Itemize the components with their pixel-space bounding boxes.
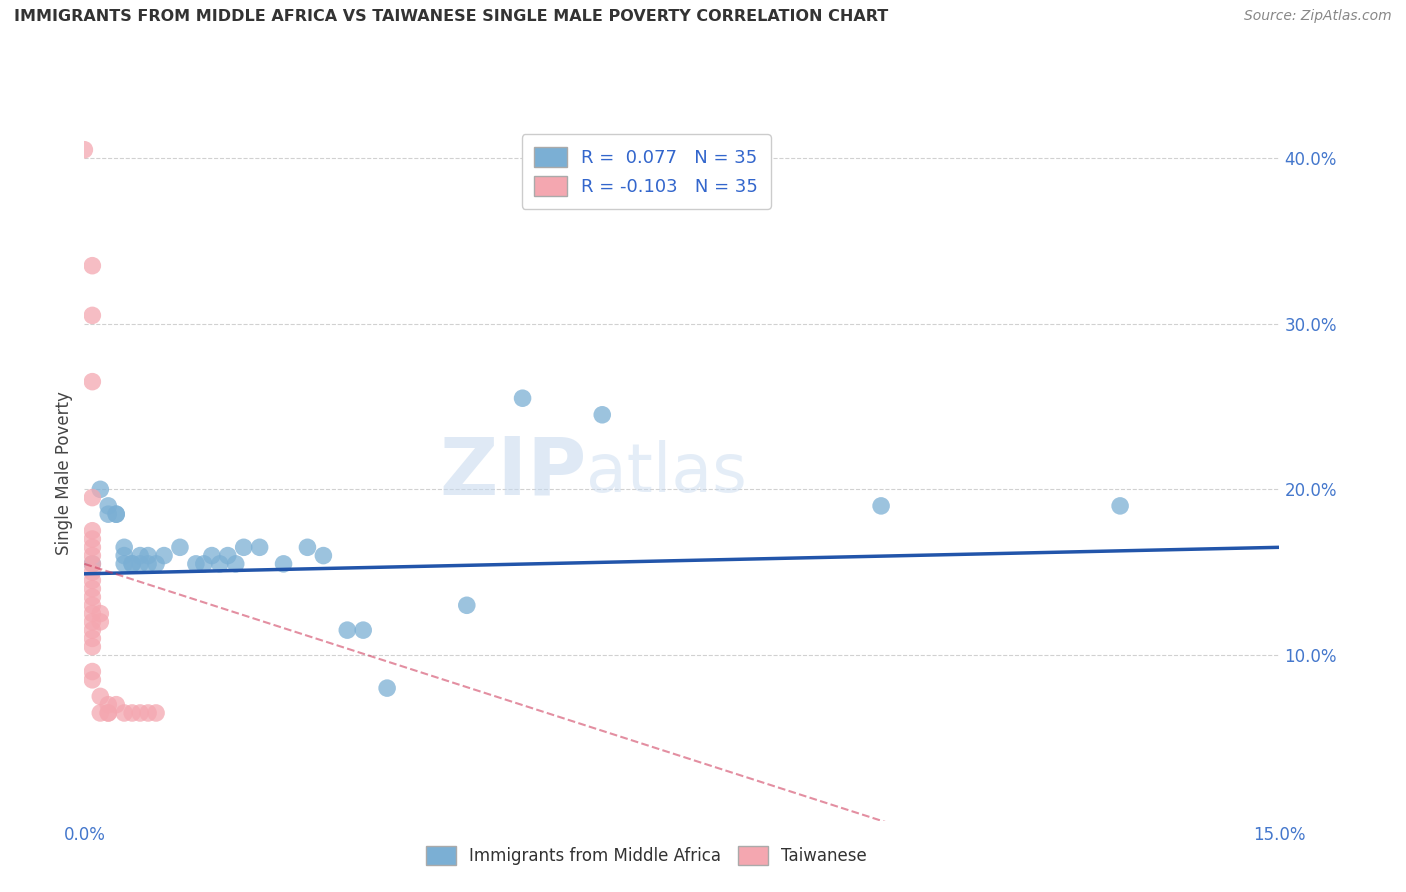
Point [136,557,159,571]
Point [89,483,111,497]
Point [82,375,104,389]
Point [129,706,152,720]
Point [352,623,374,637]
Point [82,574,104,588]
Point [82,549,104,563]
Point [82,557,104,571]
Point [82,599,104,613]
Point [89,690,111,704]
Point [145,706,167,720]
Point [82,673,104,687]
Point [121,557,143,571]
Point [336,623,359,637]
Point [89,607,111,621]
Point [82,565,104,579]
Point [193,557,215,571]
Point [105,507,128,521]
Point [105,507,128,521]
Point [97,698,120,712]
Point [97,706,120,720]
Point [112,541,135,555]
Text: IMMIGRANTS FROM MIDDLE AFRICA VS TAIWANESE SINGLE MALE POVERTY CORRELATION CHART: IMMIGRANTS FROM MIDDLE AFRICA VS TAIWANE… [14,9,889,24]
Point [82,491,104,505]
Point [201,549,224,563]
Point [136,549,159,563]
Point [184,557,207,571]
Point [136,706,159,720]
Point [82,541,104,555]
Point [82,259,104,273]
Point [82,632,104,646]
Point [312,549,335,563]
Point [82,615,104,629]
Point [82,665,104,679]
Point [512,391,534,405]
Point [591,408,613,422]
Point [121,557,143,571]
Point [89,615,111,629]
Point [145,557,167,571]
Text: ZIP: ZIP [439,434,586,512]
Point [112,557,135,571]
Point [249,541,271,555]
Y-axis label: Single Male Poverty: Single Male Poverty [55,391,73,555]
Point [232,541,254,555]
Point [112,549,135,563]
Legend: Immigrants from Middle Africa, Taiwanese: Immigrants from Middle Africa, Taiwanese [416,836,876,875]
Point [456,599,478,613]
Point [121,706,143,720]
Point [89,706,111,720]
Point [217,549,239,563]
Text: Source: ZipAtlas.com: Source: ZipAtlas.com [1244,9,1392,23]
Point [153,549,176,563]
Point [97,706,120,720]
Point [870,499,893,513]
Point [1109,499,1132,513]
Point [97,507,120,521]
Point [82,557,104,571]
Point [297,541,319,555]
Text: atlas: atlas [586,440,747,506]
Point [73,143,96,157]
Point [225,557,247,571]
Point [105,698,128,712]
Point [82,590,104,604]
Point [82,309,104,323]
Point [97,499,120,513]
Point [82,582,104,596]
Point [273,557,295,571]
Point [82,623,104,637]
Point [82,640,104,654]
Point [82,524,104,538]
Point [82,607,104,621]
Point [129,549,152,563]
Point [375,681,398,695]
Point [208,557,231,571]
Point [129,557,152,571]
Point [112,706,135,720]
Point [169,541,191,555]
Point [82,532,104,546]
